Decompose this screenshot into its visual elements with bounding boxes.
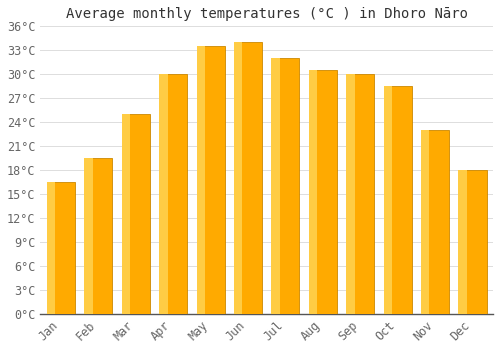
Bar xyxy=(196,46,224,314)
Bar xyxy=(122,114,130,314)
Bar xyxy=(84,158,112,314)
Bar xyxy=(272,58,280,314)
Bar xyxy=(384,86,411,314)
Bar xyxy=(84,158,92,314)
Title: Average monthly temperatures (°C ) in Dhoro Nāro: Average monthly temperatures (°C ) in Dh… xyxy=(66,7,468,21)
Bar xyxy=(346,74,354,314)
Bar xyxy=(234,42,242,314)
Bar xyxy=(421,130,449,314)
Bar xyxy=(309,70,317,314)
Bar xyxy=(309,70,337,314)
Bar xyxy=(272,58,299,314)
Bar xyxy=(384,86,392,314)
Bar xyxy=(47,182,56,314)
Bar xyxy=(196,46,205,314)
Bar xyxy=(421,130,430,314)
Bar xyxy=(159,74,187,314)
Bar xyxy=(458,170,467,314)
Bar xyxy=(234,42,262,314)
Bar xyxy=(346,74,374,314)
Bar xyxy=(47,182,75,314)
Bar xyxy=(458,170,486,314)
Bar xyxy=(122,114,150,314)
Bar xyxy=(159,74,168,314)
